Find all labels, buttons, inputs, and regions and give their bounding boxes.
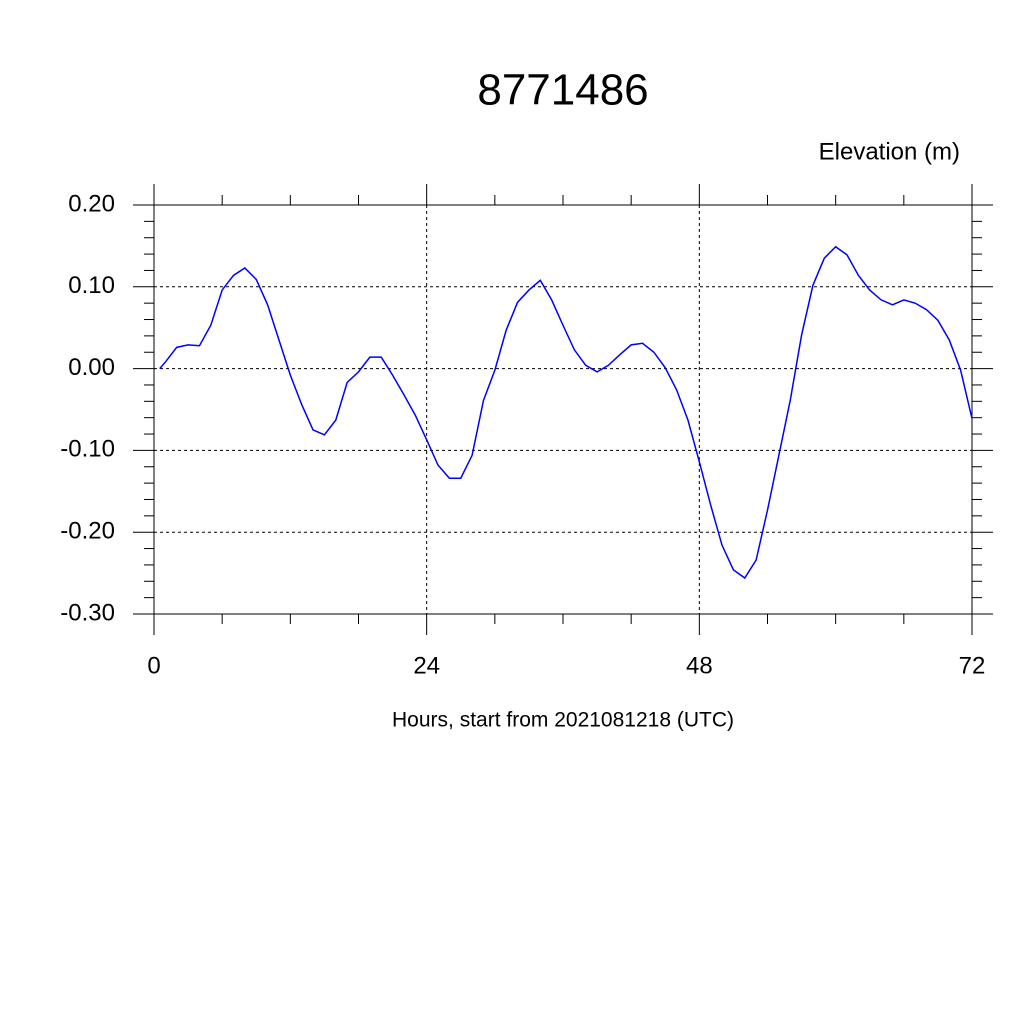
y-tick-label: -0.20	[60, 518, 115, 545]
x-tick-label: 24	[413, 652, 440, 679]
y-tick-label: 0.00	[68, 354, 115, 381]
y-tick-label: 0.10	[68, 272, 115, 299]
y-tick-label: 0.20	[68, 190, 115, 217]
plot-frame	[153, 204, 973, 615]
y-tick-label: -0.10	[60, 436, 115, 463]
data-line	[159, 245, 973, 580]
chart-title: 8771486	[477, 66, 648, 115]
y-tick-label: -0.30	[60, 599, 115, 626]
x-tick-label: 48	[686, 652, 713, 679]
x-tick-label: 72	[959, 652, 986, 679]
y-axis-label: Elevation (m)	[819, 138, 960, 165]
x-axis-label: Hours, start from 2021081218 (UTC)	[392, 709, 734, 732]
x-tick-label: 0	[147, 652, 160, 679]
